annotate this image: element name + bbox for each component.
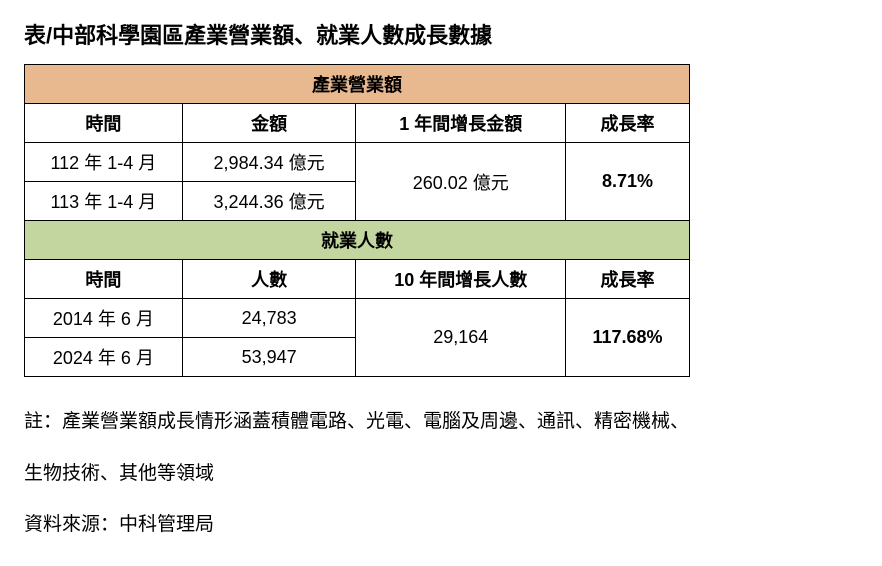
s1-r2-time: 113 年 1-4 月 bbox=[25, 182, 183, 221]
col2-header-time: 時間 bbox=[25, 260, 183, 299]
section1-columns-row: 時間 金額 1 年間增長金額 成長率 bbox=[25, 104, 690, 143]
s1-r1-time: 112 年 1-4 月 bbox=[25, 143, 183, 182]
col-header-rate: 成長率 bbox=[566, 104, 690, 143]
s1-growth-amount: 260.02 億元 bbox=[356, 143, 566, 221]
footnote-line-2: 生物技術、其他等領域 bbox=[24, 451, 858, 497]
col-header-growth: 1 年間增長金額 bbox=[356, 104, 566, 143]
s2-growth-amount: 29,164 bbox=[356, 299, 566, 377]
section2-header-row: 就業人數 bbox=[25, 221, 690, 260]
footnote-line-1: 註：產業營業額成長情形涵蓋積體電路、光電、電腦及周邊、通訊、精密機械、 bbox=[24, 399, 858, 445]
section2-header: 就業人數 bbox=[25, 221, 690, 260]
col-header-value: 金額 bbox=[182, 104, 356, 143]
s1-growth-rate: 8.71% bbox=[566, 143, 690, 221]
section1-header: 產業營業額 bbox=[25, 65, 690, 104]
s1-r1-value: 2,984.34 億元 bbox=[182, 143, 356, 182]
col-header-time: 時間 bbox=[25, 104, 183, 143]
s2-r2-value: 53,947 bbox=[182, 338, 356, 377]
section2-row-1: 2014 年 6 月 24,783 29,164 117.68% bbox=[25, 299, 690, 338]
section1-row-1: 112 年 1-4 月 2,984.34 億元 260.02 億元 8.71% bbox=[25, 143, 690, 182]
s2-r2-time: 2024 年 6 月 bbox=[25, 338, 183, 377]
col2-header-growth: 10 年間增長人數 bbox=[356, 260, 566, 299]
section2-columns-row: 時間 人數 10 年間增長人數 成長率 bbox=[25, 260, 690, 299]
s2-growth-rate: 117.68% bbox=[566, 299, 690, 377]
s1-r2-value: 3,244.36 億元 bbox=[182, 182, 356, 221]
page-title: 表/中部科學園區產業營業額、就業人數成長數據 bbox=[24, 18, 858, 50]
section1-header-row: 產業營業額 bbox=[25, 65, 690, 104]
s2-r1-time: 2014 年 6 月 bbox=[25, 299, 183, 338]
s2-r1-value: 24,783 bbox=[182, 299, 356, 338]
col2-header-rate: 成長率 bbox=[566, 260, 690, 299]
data-table: 產業營業額 時間 金額 1 年間增長金額 成長率 112 年 1-4 月 2,9… bbox=[24, 64, 690, 377]
col2-header-value: 人數 bbox=[182, 260, 356, 299]
footnote-line-3: 資料來源：中科管理局 bbox=[24, 502, 858, 548]
